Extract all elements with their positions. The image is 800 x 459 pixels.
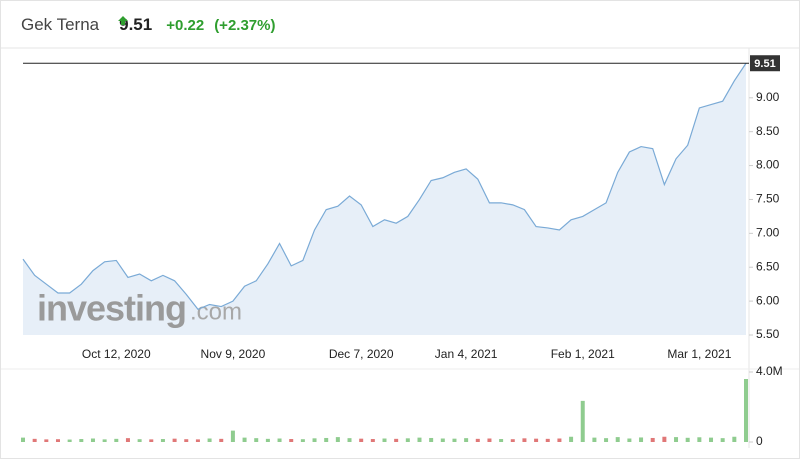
- watermark-suffix: .com: [190, 298, 242, 325]
- volume-bar: [55, 439, 60, 442]
- volume-bar: [184, 439, 189, 442]
- volume-bar: [744, 379, 748, 442]
- volume-bar: [335, 437, 340, 442]
- y-tick-label: 5.50: [756, 327, 780, 341]
- volume-bar: [254, 438, 259, 442]
- volume-bar: [732, 436, 737, 442]
- x-tick-label: Nov 9, 2020: [201, 347, 266, 361]
- y-tick-label: 0: [756, 434, 763, 448]
- volume-bar: [592, 437, 597, 442]
- volume-bar: [697, 437, 702, 442]
- volume-bar: [370, 439, 375, 442]
- volume-bar: [160, 439, 165, 442]
- quote-header: Gek Terna 9.51 +0.22 (+2.37%): [21, 15, 275, 39]
- volume-bar: [312, 438, 317, 442]
- x-tick-label: Jan 4, 2021: [435, 347, 498, 361]
- volume-bar: [102, 439, 107, 442]
- volume-bar: [67, 439, 72, 442]
- volume-bar: [359, 438, 364, 442]
- x-tick-label: Oct 12, 2020: [82, 347, 151, 361]
- y-tick-label: 6.00: [756, 293, 780, 307]
- volume-bar: [627, 438, 632, 442]
- x-tick-label: Dec 7, 2020: [329, 347, 394, 361]
- up-arrow-icon: [118, 16, 128, 25]
- y-tick-label: 6.50: [756, 259, 780, 273]
- volume-bar: [125, 438, 130, 442]
- volume-bar: [300, 439, 305, 442]
- volume-bar: [709, 437, 714, 442]
- volume-bar: [522, 438, 527, 442]
- last-price-box: [750, 55, 780, 72]
- volume-bar: [195, 439, 200, 442]
- volume-bar: [417, 437, 422, 442]
- volume-bar: [720, 438, 725, 442]
- y-tick-label: 4.0M: [756, 364, 783, 378]
- volume-bar: [137, 439, 142, 442]
- volume-bar: [510, 439, 515, 442]
- volume-bar: [230, 430, 235, 442]
- volume-bar: [662, 436, 667, 442]
- volume-bar: [219, 438, 224, 442]
- volume-bar: [685, 437, 690, 442]
- watermark: investing .com: [37, 288, 242, 329]
- volume-bar: [604, 438, 609, 442]
- volume-bar: [580, 400, 585, 442]
- volume-bar: [114, 438, 119, 442]
- volume-bar: [429, 437, 434, 442]
- last-price-label: 9.51: [754, 58, 775, 70]
- volume-bar: [207, 438, 212, 442]
- price-area: [23, 63, 746, 335]
- volume-bar: [487, 438, 492, 442]
- volume-bar: [289, 439, 294, 442]
- volume-bar: [347, 438, 352, 442]
- volume-bar: [674, 437, 679, 442]
- y-tick-label: 7.50: [756, 192, 780, 206]
- volume-bar: [569, 436, 574, 442]
- volume-bar: [452, 438, 457, 442]
- last-price: 9.51: [119, 15, 153, 34]
- volume-bar: [44, 439, 49, 442]
- volume-bar: [405, 438, 410, 442]
- volume-bar: [545, 438, 550, 442]
- y-tick-label: 8.00: [756, 158, 780, 172]
- instrument-name: Gek Terna: [21, 15, 100, 34]
- volume-bar: [557, 438, 562, 442]
- volume-bar: [394, 438, 399, 442]
- price-change-percent: (+2.37%): [214, 17, 276, 34]
- y-tick-label: 9.00: [756, 90, 780, 104]
- price-change: +0.22: [166, 17, 205, 34]
- y-tick-label: 7.00: [756, 226, 780, 240]
- volume-bar: [277, 438, 282, 442]
- volume-bar: [324, 437, 329, 442]
- x-tick-label: Feb 1, 2021: [551, 347, 615, 361]
- volume-bar: [639, 437, 644, 442]
- volume-bar: [172, 438, 177, 442]
- watermark-brand: investing: [37, 288, 186, 329]
- volume-bar: [440, 438, 445, 442]
- x-tick-label: Mar 1, 2021: [667, 347, 731, 361]
- volume-bar: [32, 438, 37, 442]
- price-line: [22, 62, 747, 310]
- volume-bar: [382, 438, 387, 442]
- volume-bar: [650, 437, 655, 442]
- volume-bar: [79, 439, 84, 442]
- volume-bar: [21, 437, 25, 442]
- volume-bar: [534, 438, 539, 442]
- volume-bar: [265, 438, 270, 442]
- volume-bar: [149, 439, 154, 442]
- volume-bar: [90, 438, 95, 442]
- volume-bar: [464, 438, 469, 442]
- volume-bar: [475, 438, 480, 442]
- volume-bar: [615, 437, 620, 442]
- y-tick-label: 8.50: [756, 124, 780, 138]
- volume-bar: [499, 439, 504, 442]
- volume-bar: [242, 437, 247, 442]
